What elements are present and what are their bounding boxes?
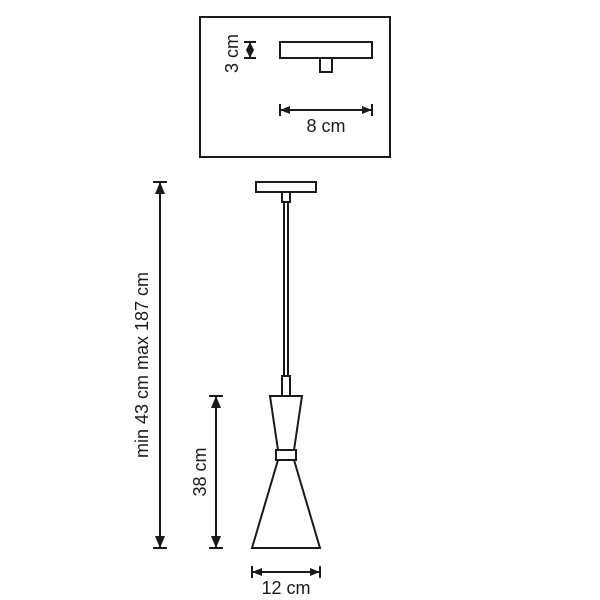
- inset-detail: 3 cm 8 cm: [200, 17, 390, 157]
- shade-top-cone: [270, 396, 302, 450]
- shade-ring: [276, 450, 296, 460]
- dim-total-height: min 43 cm max 187 cm: [132, 182, 167, 548]
- pendant-lamp: [252, 182, 320, 548]
- dimension-drawing: 3 cm 8 cm min 43 cm: [0, 0, 600, 600]
- label-shade-width: 12 cm: [261, 578, 310, 598]
- label-ceiling-width: 8 cm: [306, 116, 345, 136]
- dim-shade-width: 12 cm: [252, 566, 320, 598]
- label-shade-height: 38 cm: [190, 447, 210, 496]
- canopy-stem: [320, 58, 332, 72]
- shade-bottom-cone: [252, 460, 320, 548]
- canopy-plate: [280, 42, 372, 58]
- dim-shade-height: 38 cm: [190, 396, 223, 548]
- canopy-stem-main: [282, 192, 290, 202]
- dim-ceiling-height: 3 cm: [222, 34, 256, 73]
- canopy: [256, 182, 316, 192]
- label-ceiling-height: 3 cm: [222, 34, 242, 73]
- dim-ceiling-width: 8 cm: [280, 104, 372, 136]
- ferrule: [282, 376, 290, 396]
- label-total-height: min 43 cm max 187 cm: [132, 272, 152, 458]
